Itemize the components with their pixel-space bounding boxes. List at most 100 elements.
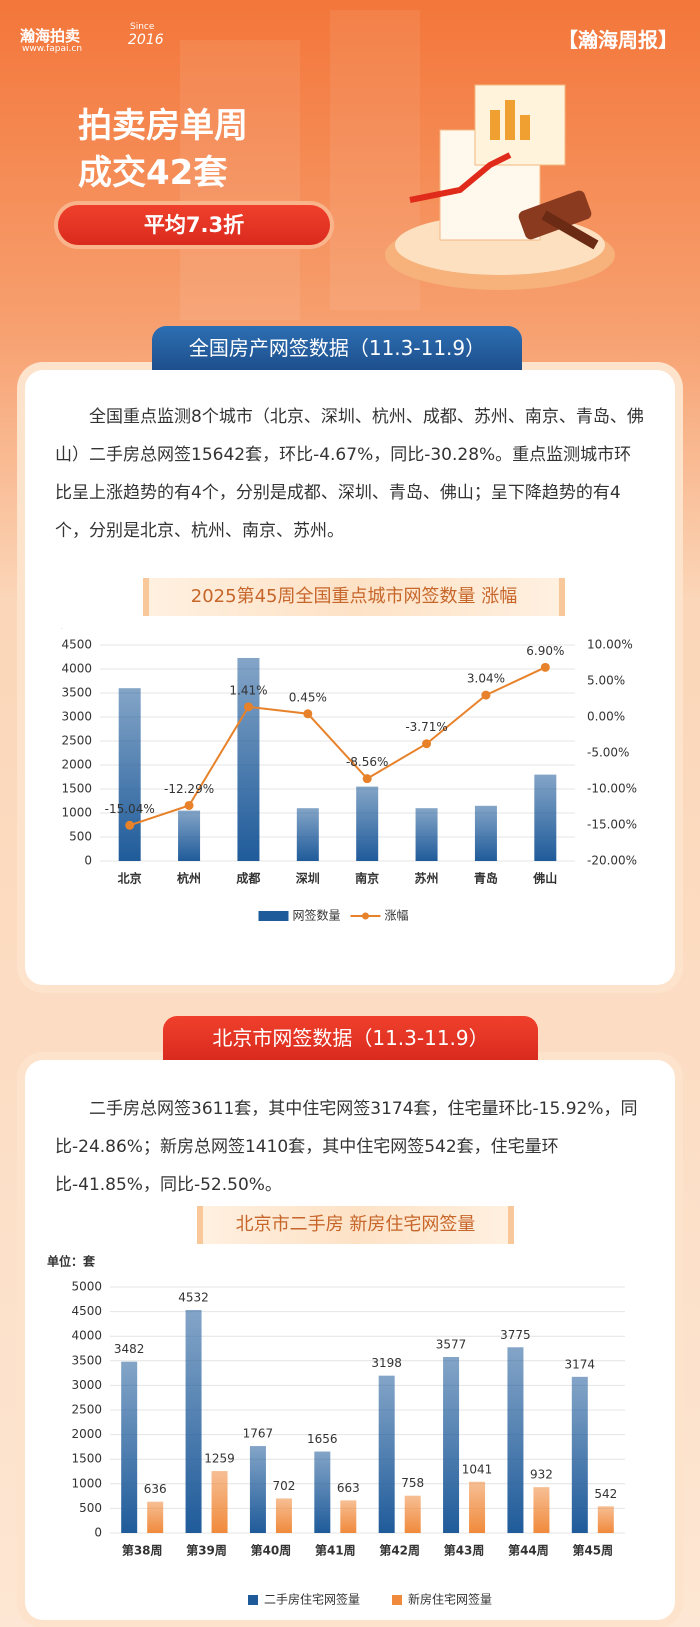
y-tick-label: 0 [94,1526,102,1540]
data-label: 1656 [307,1432,338,1446]
bar [443,1357,460,1533]
x-tick-label: 第38周 [122,1543,163,1558]
illustration [385,84,615,290]
x-tick-label: 第41周 [315,1543,356,1558]
x-tick-label: 杭州 [177,871,201,886]
bar [118,688,141,861]
data-label: 3198 [371,1356,402,1370]
data-label: 702 [272,1479,295,1493]
legend-swatch [392,1595,402,1605]
bg-building [180,40,300,320]
y-tick-label: 2000 [61,758,92,772]
x-tick-label: 深圳 [296,871,320,886]
y2-tick-label: 10.00% [587,638,633,652]
data-label: -15.04% [105,802,155,816]
data-label: -3.71% [405,720,447,734]
y2-tick-label: 0.00% [587,710,625,724]
bar [356,786,379,861]
axis-unit: 单位：套 [47,628,96,630]
point [540,662,550,672]
y2-tick-label: 5.00% [587,674,625,688]
data-label: 4532 [178,1291,209,1305]
logo-url: www.fapai.cn [22,44,83,54]
legend-label: 涨幅 [385,908,409,923]
data-label: -12.29% [164,782,214,796]
y-tick-label: 500 [69,830,92,844]
bar [121,1361,138,1533]
y2-tick-label: -10.00% [587,782,637,796]
bar [147,1501,164,1533]
paragraph: 全国重点监测8个城市（北京、深圳、杭州、成都、苏州、南京、青岛、佛山）二手房总网… [55,407,644,541]
data-label: 3174 [565,1357,596,1371]
x-tick-label: 成都 [236,871,260,886]
tag: 【瀚海周报】 [558,28,678,52]
point [362,774,372,784]
bar [340,1500,357,1533]
legend-label: 新房住宅网签量 [408,1592,492,1607]
data-label: 3.04% [467,672,505,686]
legend-swatch [362,912,369,920]
data-label: 3775 [500,1328,531,1342]
data-label: 542 [594,1487,617,1501]
y-tick-label: 2500 [71,1403,102,1417]
bar [249,1446,266,1533]
bar [211,1471,228,1533]
y-tick-label: 4000 [61,662,92,676]
bar [314,1451,331,1533]
point [481,690,491,700]
data-label: 3482 [114,1342,145,1356]
legend-swatch [258,911,289,921]
bar [474,805,497,861]
section-title: 全国房产网签数据（11.3-11.9） [152,326,522,370]
x-tick-label: 第43周 [444,1543,485,1558]
title: 成交42套 [78,153,228,193]
bar [415,808,438,861]
x-tick-label: 佛山 [532,871,557,886]
x-tick-label: 第39周 [186,1543,227,1558]
logo-year: 2016 [128,32,164,48]
point [243,702,253,712]
x-tick-label: 第40周 [251,1543,292,1558]
x-tick-label: 南京 [355,871,379,886]
data-label: 1259 [204,1452,235,1466]
legend-label: 二手房住宅网签量 [264,1592,360,1607]
y-tick-label: 500 [79,1501,102,1515]
y2-tick-label: -15.00% [587,818,637,832]
x-tick-label: 第44周 [508,1543,549,1558]
legend-swatch [248,1595,258,1605]
card [25,370,675,985]
x-tick-label: 北京 [118,871,142,886]
bar [185,1310,202,1533]
point [303,709,313,719]
y-tick-label: 1500 [61,782,92,796]
bar [404,1495,421,1533]
chart-title: 2025第45周全国重点城市网签数量 涨幅 [143,578,565,616]
y-tick-label: 4000 [71,1329,102,1343]
x-tick-label: 青岛 [474,871,498,886]
bar [571,1376,588,1533]
y-tick-label: 3500 [61,686,92,700]
badge: 平均7.3折 [58,205,330,245]
axis-unit: 单位：套 [47,1254,96,1269]
logo: 瀚海拍卖 [20,27,81,45]
chart-title: 北京市二手房 新房住宅网签量 [197,1206,514,1244]
y-tick-label: 4500 [61,638,92,652]
bar [534,774,557,861]
data-label: 932 [530,1468,553,1482]
y-tick-label: 4500 [71,1304,102,1318]
logo-since: Since [130,22,155,32]
legend-label: 网签数量 [293,908,341,923]
bar [597,1506,614,1533]
y2-tick-label: -20.00% [587,854,637,868]
data-label: 0.45% [289,690,327,704]
bar [533,1487,550,1533]
x-tick-label: 苏州 [415,871,439,886]
y-tick-label: 2000 [71,1427,102,1441]
bar [275,1498,292,1533]
bar [296,808,319,861]
section-title: 北京市网签数据（11.3-11.9） [163,1016,538,1060]
bar [378,1375,395,1533]
y-tick-label: 1000 [71,1476,102,1490]
data-label: 6.90% [526,644,564,658]
